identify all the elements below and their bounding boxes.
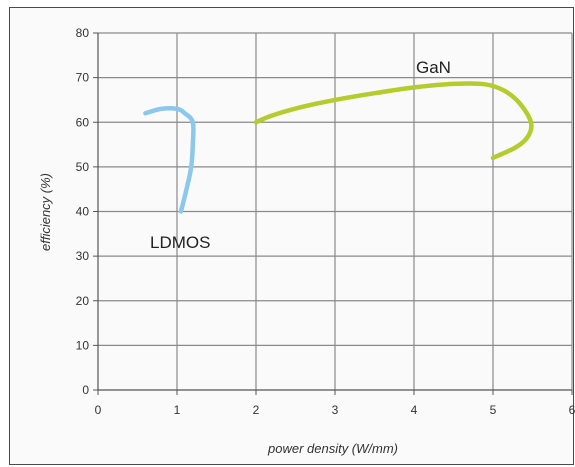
y-tick-label: 40 [76,205,90,219]
x-tick-label: 5 [490,403,497,417]
axes [93,32,573,395]
x-tick-label: 3 [332,403,339,417]
x-tick-label: 0 [95,403,102,417]
tick-labels: 0 10 20 30 40 50 60 70 80 0 1 2 3 4 5 6 [76,26,575,417]
ldmos-series-label: LDMOS [150,233,210,252]
y-tick-label: 80 [76,26,90,40]
gan-series-label: GaN [416,58,451,77]
grid [98,32,573,390]
x-tick-label: 1 [174,403,181,417]
y-tick-label: 30 [76,249,90,263]
y-tick-label: 10 [76,338,90,352]
y-tick-label: 50 [76,160,90,174]
x-tick-label: 2 [253,403,260,417]
y-tick-label: 20 [76,294,90,308]
series-labels: LDMOS GaN [150,58,451,252]
y-tick-label: 60 [76,115,90,129]
gan-series-line [253,81,534,161]
y-tick-label: 70 [76,71,90,85]
ldmos-series-line [143,106,196,214]
x-tick-label: 4 [411,403,418,417]
series-lines [143,81,534,214]
x-axis-title: power density (W/mm) [267,441,398,456]
x-tick-label: 6 [569,403,575,417]
y-tick-label: 0 [82,383,89,397]
y-axis-title: efficiency (%) [38,173,53,251]
